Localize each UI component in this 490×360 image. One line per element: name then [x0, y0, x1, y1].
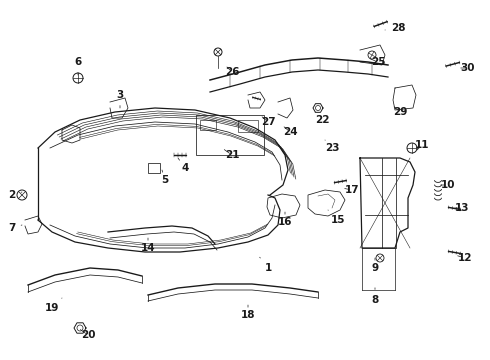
Text: 25: 25 — [370, 57, 385, 67]
Text: 6: 6 — [74, 57, 82, 75]
Text: 23: 23 — [325, 140, 339, 153]
Text: 2: 2 — [8, 190, 22, 200]
Text: 13: 13 — [455, 203, 469, 213]
Text: 20: 20 — [80, 330, 95, 340]
Text: 15: 15 — [328, 210, 345, 225]
Text: 17: 17 — [344, 185, 359, 195]
Bar — [200, 120, 216, 130]
Text: 10: 10 — [441, 180, 455, 190]
Text: 9: 9 — [371, 258, 379, 273]
Text: 16: 16 — [278, 212, 292, 227]
Text: 27: 27 — [261, 117, 275, 127]
Bar — [148, 163, 160, 173]
Text: 3: 3 — [117, 90, 123, 108]
Text: 18: 18 — [241, 305, 255, 320]
Text: 30: 30 — [461, 63, 475, 73]
Text: 29: 29 — [393, 107, 407, 117]
Text: 5: 5 — [161, 170, 169, 185]
Text: 14: 14 — [141, 238, 155, 253]
Text: 26: 26 — [225, 67, 239, 77]
Text: 11: 11 — [415, 140, 429, 150]
Text: 28: 28 — [385, 23, 405, 33]
Text: 21: 21 — [224, 150, 239, 160]
Text: 12: 12 — [458, 253, 472, 263]
Text: 19: 19 — [45, 298, 62, 313]
Bar — [238, 120, 258, 132]
Text: 22: 22 — [315, 112, 329, 125]
Text: 7: 7 — [8, 223, 22, 233]
Text: 8: 8 — [371, 288, 379, 305]
Text: 1: 1 — [260, 257, 271, 273]
Text: 24: 24 — [283, 127, 297, 137]
Text: 4: 4 — [178, 158, 189, 173]
